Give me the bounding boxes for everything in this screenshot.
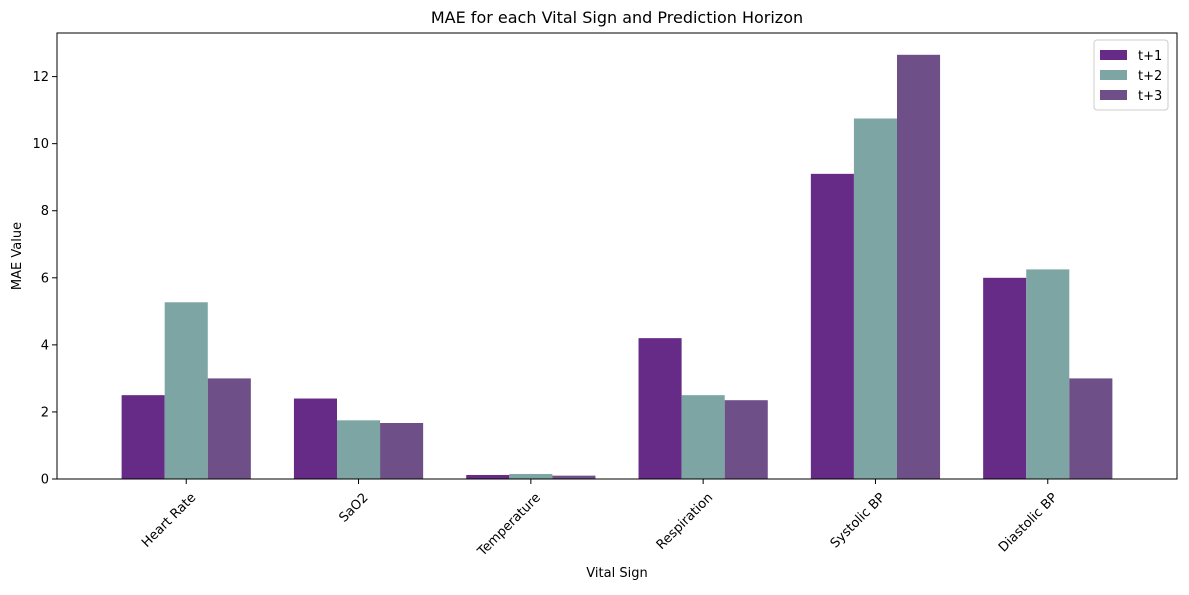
legend-swatch	[1100, 70, 1127, 80]
plot-frame	[56, 32, 1178, 480]
x-axis-title: Vital Sign	[586, 566, 647, 581]
x-tick-label: Systolic BP	[828, 490, 889, 551]
bar-diastolic-bp-series-3	[1069, 378, 1113, 479]
bar-systolic-bp-series-2	[853, 118, 897, 479]
bar-heart-rate-series-3	[207, 378, 251, 479]
y-tick-label: 8	[41, 204, 49, 219]
legend-swatch	[1100, 90, 1127, 100]
x-tick-label: Temperature	[474, 490, 544, 560]
x-tick-label: Respiration	[654, 490, 716, 552]
legend-label: t+3	[1138, 89, 1162, 104]
plot-area	[121, 54, 1113, 479]
bar-sao2-series-3	[380, 422, 424, 479]
y-tick-label: 12	[32, 70, 49, 85]
bar-heart-rate-series-1	[121, 395, 165, 479]
bar-temperature-series-3	[552, 475, 596, 479]
bar-diastolic-bp-series-2	[1026, 269, 1070, 479]
bar-sao2-series-1	[293, 398, 337, 479]
bar-heart-rate-series-2	[164, 302, 208, 479]
y-tick-label: 0	[41, 473, 49, 488]
y-tick-label: 10	[32, 137, 49, 152]
y-tick-label: 6	[41, 271, 49, 286]
y-tick-label: 4	[41, 338, 49, 353]
legend-label: t+2	[1138, 69, 1162, 84]
bar-temperature-series-2	[509, 473, 553, 479]
bar-respiration-series-1	[638, 338, 682, 479]
bar-systolic-bp-series-3	[897, 54, 941, 479]
x-tick-label: SaO2	[336, 490, 371, 525]
bar-sao2-series-2	[337, 420, 381, 479]
chart-title: MAE for each Vital Sign and Prediction H…	[431, 8, 803, 27]
bar-temperature-series-1	[466, 474, 510, 479]
x-tick-label: Heart Rate	[139, 490, 199, 550]
y-tick-label: 2	[41, 405, 49, 420]
bar-diastolic-bp-series-1	[983, 277, 1027, 479]
bar-systolic-bp-series-1	[810, 173, 854, 479]
y-axis-title: MAE Value	[10, 222, 25, 290]
legend: t+1 t+2 t+3	[1093, 39, 1169, 111]
legend-label: t+1	[1138, 49, 1162, 64]
legend-swatch	[1100, 50, 1127, 60]
x-tick-label: Diastolic BP	[996, 490, 1061, 555]
bar-respiration-series-2	[681, 395, 725, 479]
bar-respiration-series-3	[724, 400, 768, 479]
